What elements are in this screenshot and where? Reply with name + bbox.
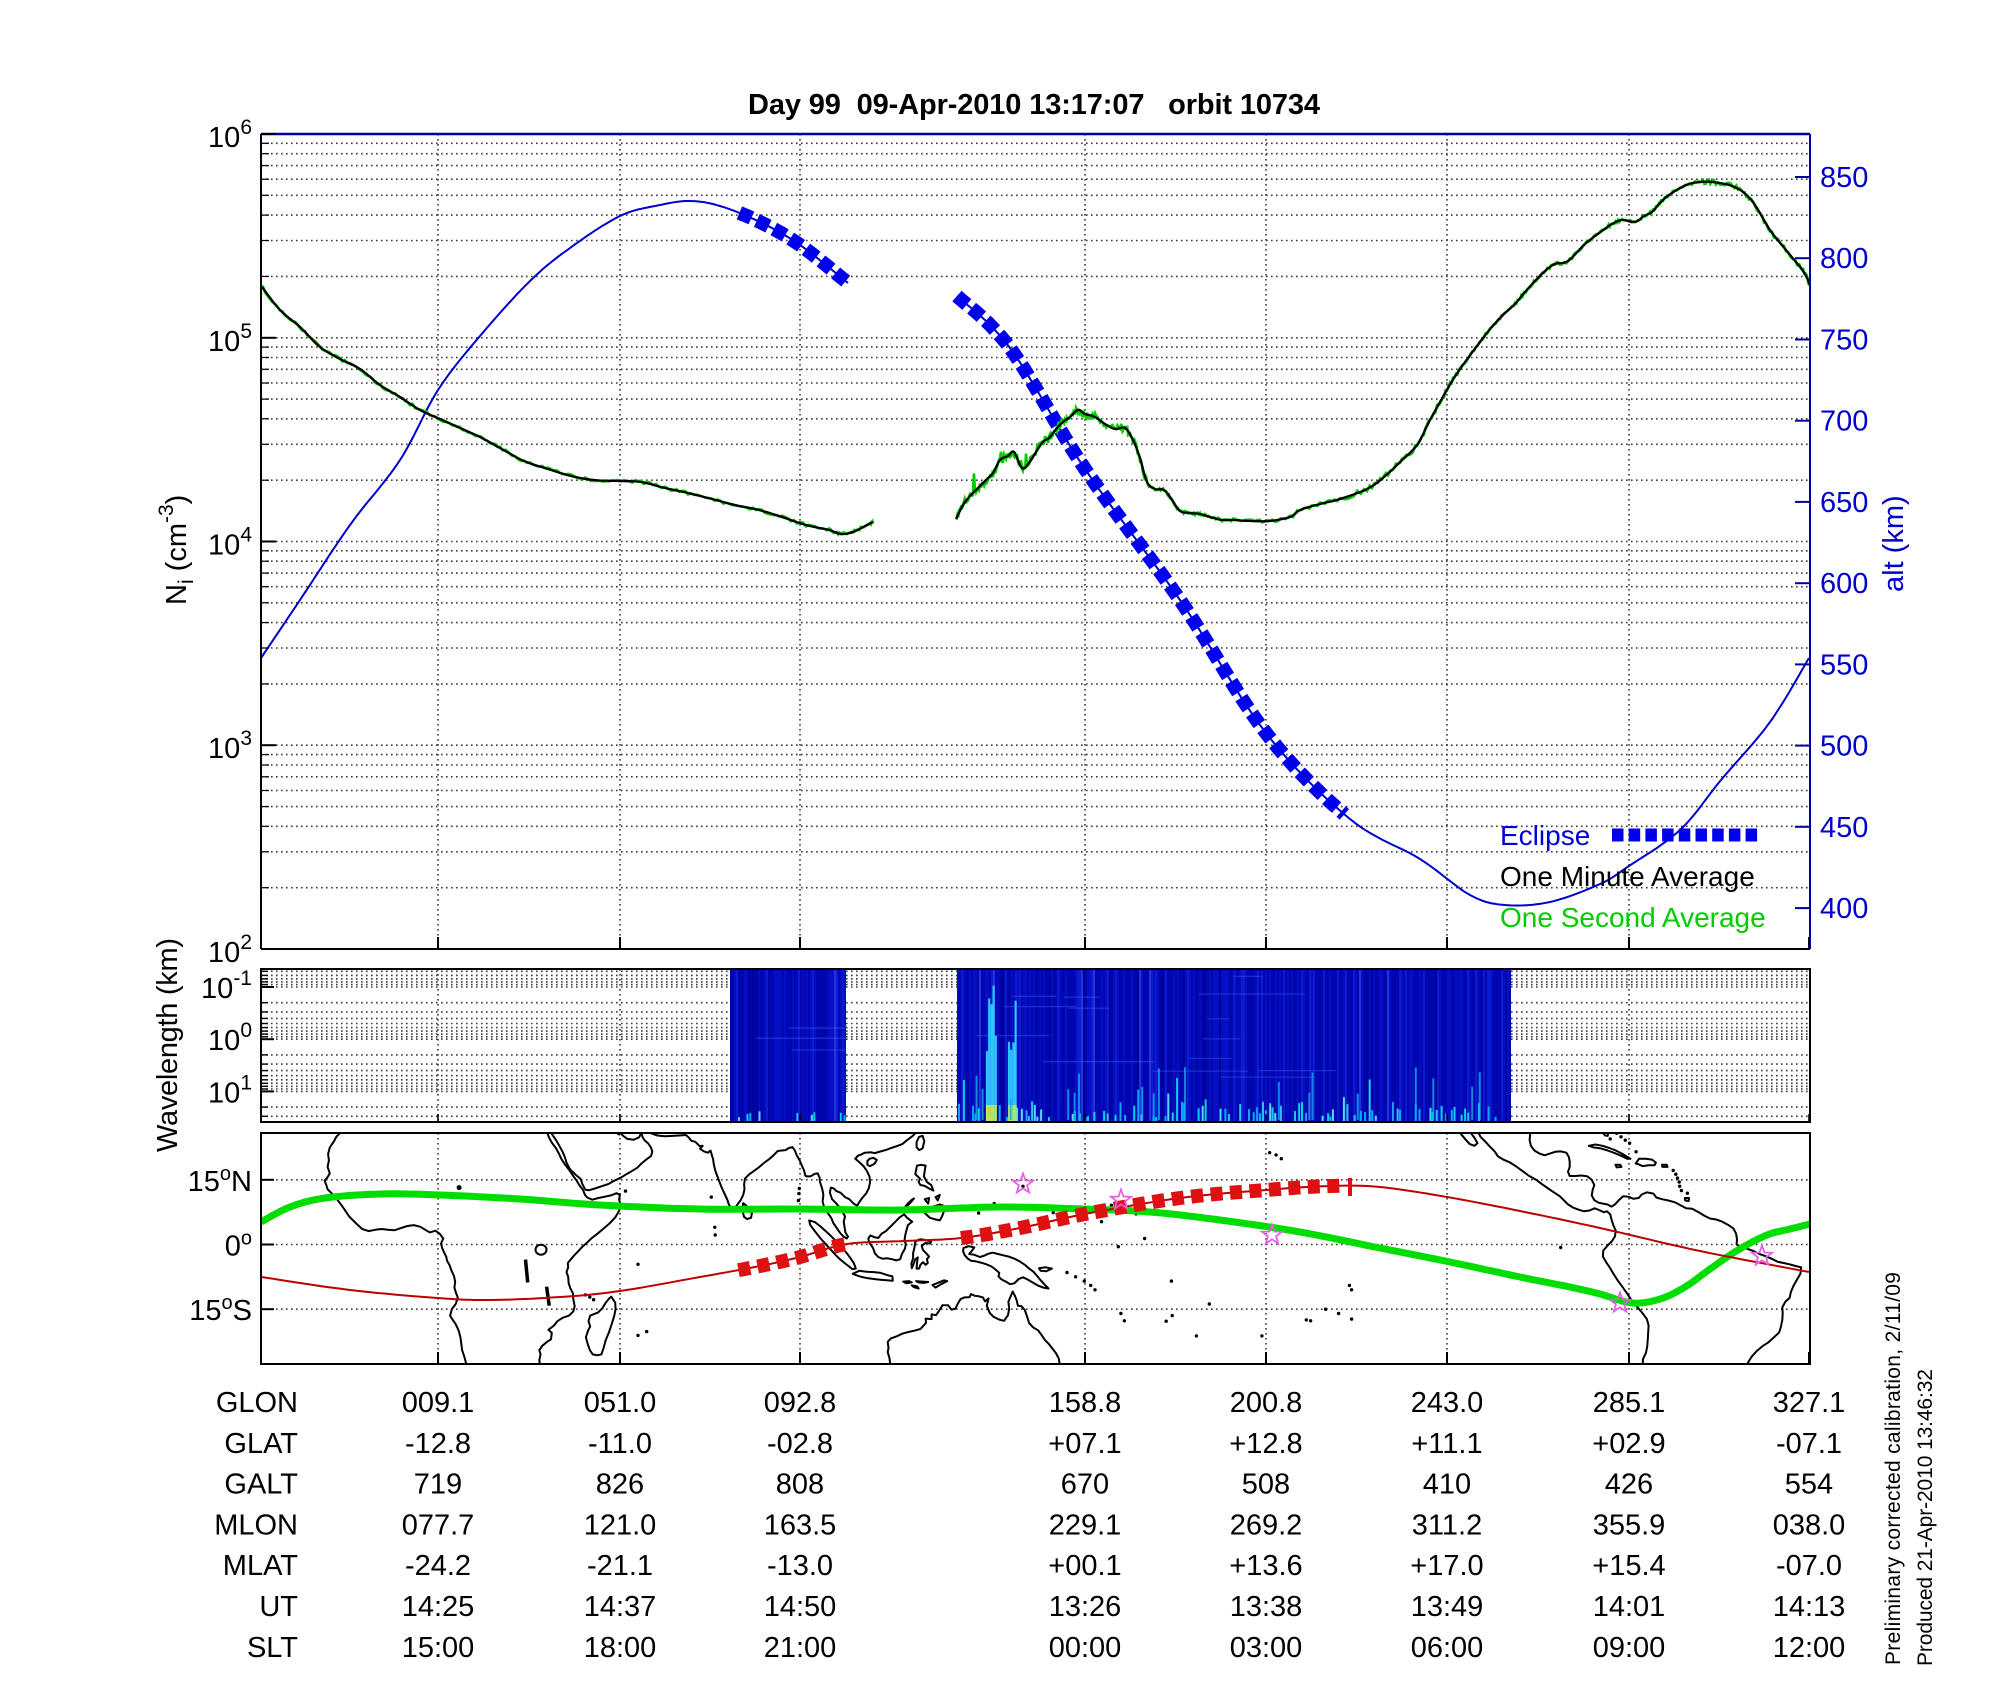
svg-text:243.0: 243.0: [1411, 1387, 1484, 1419]
svg-text:450: 450: [1820, 812, 1868, 844]
svg-text:719: 719: [414, 1469, 462, 1501]
svg-text:+15.4: +15.4: [1592, 1550, 1665, 1582]
svg-text:+02.9: +02.9: [1592, 1428, 1665, 1460]
svg-text:14:50: 14:50: [764, 1591, 837, 1623]
svg-text:+13.6: +13.6: [1229, 1550, 1302, 1582]
svg-text:600: 600: [1820, 568, 1868, 600]
svg-text:09:00: 09:00: [1593, 1632, 1666, 1664]
svg-text:One Minute Average: One Minute Average: [1500, 861, 1755, 892]
svg-text:+11.1: +11.1: [1411, 1428, 1482, 1460]
svg-text:700: 700: [1820, 406, 1868, 438]
svg-text:GLAT: GLAT: [224, 1428, 298, 1460]
svg-text:038.0: 038.0: [1773, 1509, 1846, 1541]
svg-text:Day 99 09-Apr-2010 13:17:07: Day 99 09-Apr-2010 13:17:07 orbit 10734: [748, 89, 1320, 121]
svg-text:14:37: 14:37: [584, 1591, 657, 1623]
svg-text:Eclipse: Eclipse: [1500, 820, 1590, 851]
svg-text:00:00: 00:00: [1049, 1632, 1122, 1664]
svg-text:077.7: 077.7: [402, 1509, 475, 1541]
svg-text:12:00: 12:00: [1773, 1632, 1846, 1664]
svg-text:850: 850: [1820, 162, 1868, 194]
svg-text:13:26: 13:26: [1049, 1591, 1122, 1623]
svg-text:-11.0: -11.0: [588, 1428, 652, 1460]
svg-text:14:13: 14:13: [1773, 1591, 1846, 1623]
svg-text:163.5: 163.5: [764, 1509, 837, 1541]
svg-text:269.2: 269.2: [1230, 1509, 1303, 1541]
svg-text:+12.8: +12.8: [1229, 1428, 1302, 1460]
svg-text:508: 508: [1242, 1469, 1290, 1501]
svg-text:Wavelength (km): Wavelength (km): [152, 938, 184, 1152]
svg-text:15oN: 15oN: [188, 1163, 252, 1198]
svg-text:GLON: GLON: [216, 1387, 298, 1419]
svg-text:-13.0: -13.0: [767, 1550, 833, 1582]
svg-text:-12.8: -12.8: [405, 1428, 471, 1460]
svg-text:SLT: SLT: [247, 1632, 298, 1664]
svg-text:13:49: 13:49: [1411, 1591, 1484, 1623]
svg-text:Produced 21-Apr-2010 13:46:32: Produced 21-Apr-2010 13:46:32: [1914, 1369, 1937, 1666]
svg-text:650: 650: [1820, 487, 1868, 519]
svg-text:GALT: GALT: [224, 1469, 298, 1501]
svg-text:15:00: 15:00: [402, 1632, 475, 1664]
svg-text:+00.1: +00.1: [1048, 1550, 1121, 1582]
svg-text:14:01: 14:01: [1593, 1591, 1666, 1623]
svg-text:+17.0: +17.0: [1410, 1550, 1483, 1582]
svg-text:Preliminary corrected calibrat: Preliminary corrected calibration, 2/11/…: [1882, 1272, 1905, 1665]
svg-text:229.1: 229.1: [1049, 1509, 1122, 1541]
svg-text:MLON: MLON: [214, 1509, 298, 1541]
svg-text:alt (km): alt (km): [1878, 495, 1910, 592]
svg-text:009.1: 009.1: [402, 1387, 475, 1419]
svg-text:03:00: 03:00: [1230, 1632, 1303, 1664]
svg-text:-24.2: -24.2: [405, 1550, 471, 1582]
svg-text:-07.1: -07.1: [1776, 1428, 1842, 1460]
svg-text:One Second Average: One Second Average: [1500, 902, 1766, 933]
svg-text:426: 426: [1605, 1469, 1653, 1501]
svg-text:410: 410: [1423, 1469, 1471, 1501]
svg-text:808: 808: [776, 1469, 824, 1501]
svg-text:500: 500: [1820, 731, 1868, 763]
svg-text:121.0: 121.0: [584, 1509, 657, 1541]
svg-text:826: 826: [596, 1469, 644, 1501]
svg-text:285.1: 285.1: [1593, 1387, 1666, 1419]
svg-text:06:00: 06:00: [1411, 1632, 1484, 1664]
svg-text:21:00: 21:00: [764, 1632, 837, 1664]
svg-text:-07.0: -07.0: [1776, 1550, 1842, 1582]
svg-text:670: 670: [1061, 1469, 1109, 1501]
svg-text:MLAT: MLAT: [223, 1550, 298, 1582]
svg-text:554: 554: [1785, 1469, 1833, 1501]
svg-text:18:00: 18:00: [584, 1632, 657, 1664]
svg-text:+07.1: +07.1: [1048, 1428, 1121, 1460]
svg-text:550: 550: [1820, 649, 1868, 681]
svg-text:106: 106: [208, 116, 252, 154]
svg-text:158.8: 158.8: [1049, 1387, 1122, 1419]
svg-text:UT: UT: [259, 1591, 298, 1623]
svg-text:800: 800: [1820, 243, 1868, 275]
svg-text:311.2: 311.2: [1412, 1509, 1482, 1541]
svg-text:400: 400: [1820, 893, 1868, 925]
svg-text:051.0: 051.0: [584, 1387, 657, 1419]
svg-text:15oS: 15oS: [189, 1292, 252, 1327]
svg-text:-02.8: -02.8: [767, 1428, 833, 1460]
svg-text:092.8: 092.8: [764, 1387, 837, 1419]
svg-text:14:25: 14:25: [402, 1591, 475, 1623]
svg-text:355.9: 355.9: [1593, 1509, 1666, 1541]
svg-text:750: 750: [1820, 325, 1868, 357]
svg-text:327.1: 327.1: [1773, 1387, 1846, 1419]
svg-text:-21.1: -21.1: [587, 1550, 653, 1582]
svg-text:13:38: 13:38: [1230, 1591, 1303, 1623]
svg-text:200.8: 200.8: [1230, 1387, 1303, 1419]
